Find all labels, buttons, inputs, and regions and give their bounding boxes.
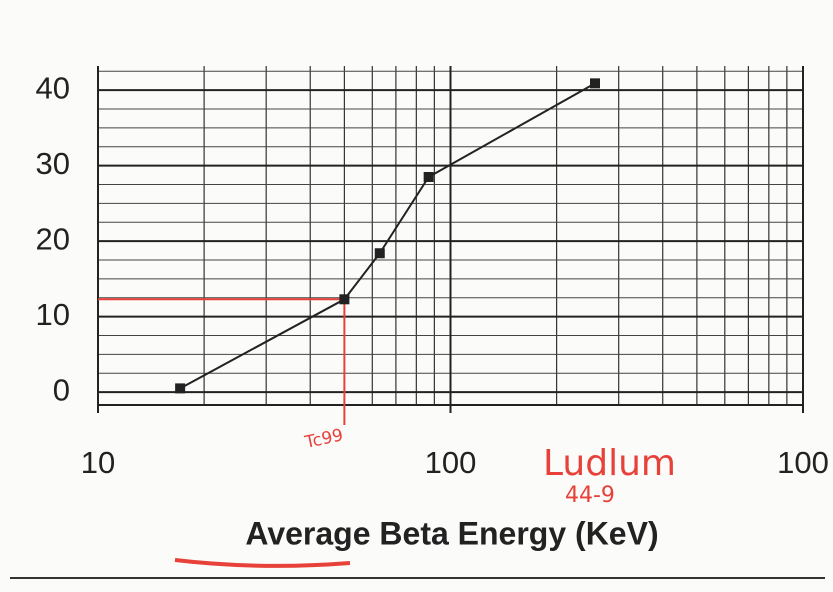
annotation: Ludlum [543,443,676,484]
underline [174,558,351,568]
y-tick-label: 20 [36,221,70,256]
x-axis-label: Average Beta Energy (KeV) [245,515,658,551]
x-tick-label: 100 [425,445,477,480]
y-tick-label: 0 [53,372,70,407]
marker [374,248,385,259]
y-tick-label: 30 [36,146,70,181]
marker [175,383,186,394]
marker [590,78,601,89]
x-tick-label: 10 [81,445,115,480]
annotation: Tc99 [302,425,345,453]
marker [339,294,350,305]
line [179,82,596,390]
annotation: 44-9 [565,483,615,508]
y-tick-label: 10 [36,297,70,332]
marker [423,171,434,182]
x-tick-label: 100 [777,445,829,480]
y-tick-label: 40 [36,70,70,105]
